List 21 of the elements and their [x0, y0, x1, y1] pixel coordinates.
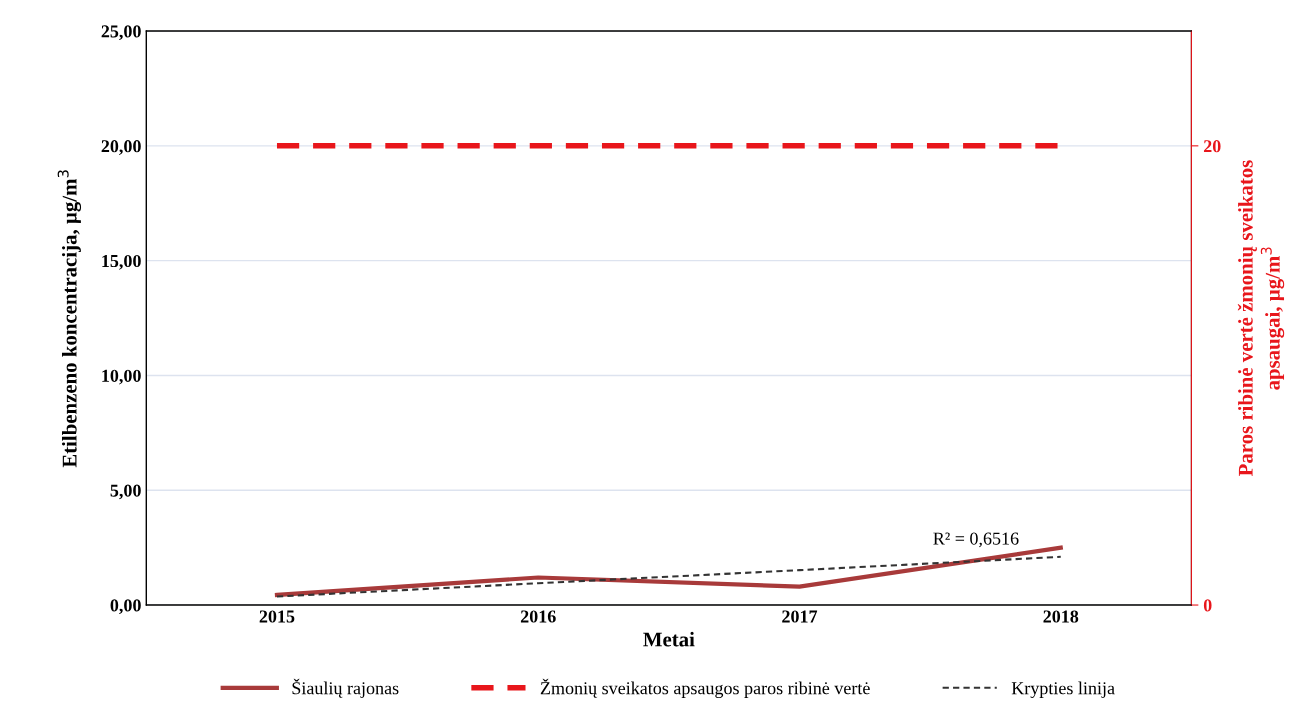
y-tick-label: 10,00	[102, 369, 141, 385]
y-tick-label: 0,00	[110, 599, 141, 615]
x-tick-label: 2017	[782, 610, 818, 623]
legend-label: Krypties linija	[1011, 681, 1115, 699]
y2-tick-label: 20	[1203, 140, 1221, 153]
legend-label: Žmonių sveikatos apsaugos paros ribinė vertė	[540, 678, 870, 699]
x-tick-label: 2015	[259, 610, 295, 623]
legend-label: Šiaulių rajonas	[292, 678, 399, 698]
y-tick-label: 25,00	[101, 25, 141, 41]
x-axis-title: Metai	[643, 631, 695, 647]
y-tick-label: 15,00	[102, 254, 141, 270]
y-tick-label: 5,00	[110, 484, 141, 500]
y-tick-label: 20,00	[101, 140, 141, 155]
x-tick-label: 2016	[520, 610, 556, 623]
y2-tick-label: 0	[1203, 599, 1212, 612]
x-tick-label: 2018	[1043, 610, 1079, 623]
line-series	[275, 555, 1062, 598]
line-series	[274, 545, 1063, 598]
y2-axis-title: Paros ribinė vertė žmonių sveikatos apsaugai, µg/m$^{3}$	[1237, 160, 1285, 477]
y-axis-title: Etilbenzeno koncentracija, µg/m$^{3}$	[57, 170, 82, 468]
annotation: R² = 0,6516	[933, 532, 1019, 548]
